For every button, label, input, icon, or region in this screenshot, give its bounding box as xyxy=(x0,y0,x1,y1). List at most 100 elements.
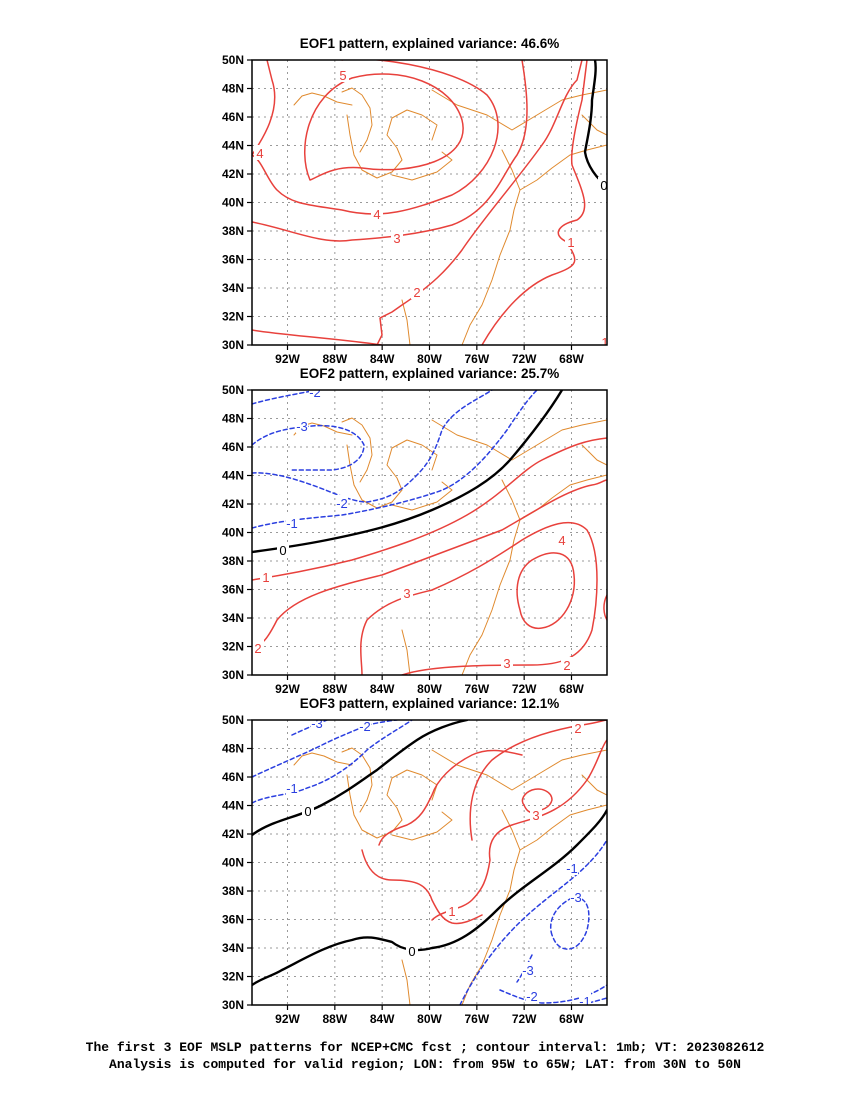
contour-line-zero xyxy=(252,390,564,554)
contour-line-positive xyxy=(378,739,607,921)
contour-label: 1 xyxy=(262,570,269,585)
contour-label: 3 xyxy=(503,656,510,671)
plot-area: -3-2-1011230-1-2-3-3-192W88W84W80W76W72W… xyxy=(222,713,608,1026)
contour-line-zero xyxy=(583,60,607,187)
contour-label: 2 xyxy=(413,285,420,300)
contour-label-bg xyxy=(598,177,607,192)
plot-frame xyxy=(251,59,608,346)
coastline-segment xyxy=(401,629,411,675)
y-tick-label: 42N xyxy=(222,827,244,841)
coastline-segment xyxy=(391,481,453,511)
contour-line-zero xyxy=(252,720,469,837)
contour-label-bg xyxy=(277,542,289,557)
x-tick-label: 80W xyxy=(417,1012,442,1026)
contour-label-bg xyxy=(565,234,577,249)
contour-label-bg xyxy=(599,334,607,345)
coastline-segment xyxy=(341,87,373,153)
coastline-segment xyxy=(431,419,607,461)
contour-label: -2 xyxy=(309,385,321,400)
contour-label-bg xyxy=(311,720,323,730)
contour-label: -3 xyxy=(311,716,323,731)
contour-label: 4 xyxy=(558,533,565,548)
y-tick-label: 32N xyxy=(222,970,244,984)
coastline-segment xyxy=(341,747,373,813)
contour-label-bg xyxy=(286,515,298,530)
x-tick-label: 72W xyxy=(512,1012,537,1026)
x-tick-label: 84W xyxy=(370,352,395,366)
eof3-panel: EOF3 pattern, explained variance: 12.1% -… xyxy=(205,690,625,1026)
contour-label: 4 xyxy=(256,146,263,161)
contour-label-bg xyxy=(406,943,418,958)
contour-line-positive xyxy=(361,849,483,925)
eof1-plot: EOF1 pattern, explained variance: 46.6% 5… xyxy=(222,36,608,366)
y-tick-label: 38N xyxy=(222,224,244,238)
contour-label: -1 xyxy=(286,516,298,531)
y-tick-label: 44N xyxy=(222,799,244,813)
contour-label-bg xyxy=(556,532,568,547)
contour-label-bg xyxy=(566,860,578,875)
panel-title: EOF2 pattern, explained variance: 25.7% xyxy=(300,366,560,381)
contour-label-bg xyxy=(254,145,266,160)
x-tick-label: 84W xyxy=(370,1012,395,1026)
contour-line-positive xyxy=(360,521,598,675)
contour-line-positive xyxy=(469,720,607,841)
eof1-panel: EOF1 pattern, explained variance: 46.6% 5… xyxy=(205,30,625,366)
eof2-plot: EOF2 pattern, explained variance: 25.7% -… xyxy=(222,366,608,696)
x-tick-label: 88W xyxy=(322,352,347,366)
contour-label: 1 xyxy=(567,235,574,250)
contour-label: -1 xyxy=(579,994,591,1009)
coastline-segment xyxy=(391,811,453,841)
contour-label: 3 xyxy=(393,231,400,246)
x-tick-label: 72W xyxy=(512,682,537,696)
y-tick-label: 40N xyxy=(222,526,244,540)
contour-label-bg xyxy=(309,390,321,399)
contour-label-bg xyxy=(530,807,542,822)
y-tick-label: 30N xyxy=(222,668,244,682)
contour-label-bg xyxy=(501,655,513,670)
y-tick-label: 36N xyxy=(222,583,244,597)
contour-line-negative xyxy=(252,390,493,503)
contour-line-negative xyxy=(252,720,413,804)
contour-label: 0 xyxy=(600,178,607,193)
x-tick-label: 84W xyxy=(370,682,395,696)
y-tick-label: 40N xyxy=(222,196,244,210)
contour-line-negative xyxy=(252,424,365,471)
y-tick-label: 42N xyxy=(222,497,244,511)
y-tick-label: 44N xyxy=(222,139,244,153)
coastline-segment xyxy=(461,149,521,345)
contour-line-positive xyxy=(516,552,576,630)
contour-label-bg xyxy=(371,206,383,221)
y-tick-label: 44N xyxy=(222,469,244,483)
contour-label-bg xyxy=(579,993,591,1005)
coastline-segment xyxy=(391,151,453,181)
plot-frame xyxy=(251,389,608,676)
contour-line-negative xyxy=(499,984,607,1004)
coastline-segment xyxy=(519,474,607,521)
coastline-segment xyxy=(293,752,353,766)
contour-label-bg xyxy=(286,780,298,795)
y-tick-label: 48N xyxy=(222,82,244,96)
y-tick-label: 50N xyxy=(222,713,244,727)
coastline-segment xyxy=(581,114,607,136)
coastline-segment xyxy=(431,89,607,131)
eof3-plot: EOF3 pattern, explained variance: 12.1% -… xyxy=(222,696,608,1026)
y-tick-label: 36N xyxy=(222,913,244,927)
contour-label-bg xyxy=(260,569,272,584)
contour-line-zero xyxy=(252,808,607,987)
contour-line-positive xyxy=(252,60,499,215)
contour-label: 2 xyxy=(563,658,570,673)
y-tick-label: 34N xyxy=(222,281,244,295)
contour-line-positive xyxy=(252,60,528,242)
y-tick-label: 38N xyxy=(222,884,244,898)
coastline-segment xyxy=(346,769,438,839)
coastline-segment xyxy=(293,92,353,106)
contour-line-positive xyxy=(252,479,607,649)
contour-label: 2 xyxy=(574,721,581,736)
contour-line-negative xyxy=(252,390,538,529)
x-tick-label: 68W xyxy=(559,1012,584,1026)
plot-frame xyxy=(251,719,608,1006)
x-tick-label: 80W xyxy=(417,352,442,366)
coastline-segment xyxy=(519,144,607,191)
contour-label: 3 xyxy=(403,586,410,601)
